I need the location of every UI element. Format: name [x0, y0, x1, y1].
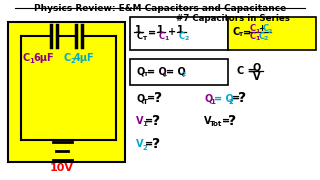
- FancyBboxPatch shape: [228, 17, 316, 50]
- Text: ?: ?: [238, 91, 246, 105]
- Text: 6μF: 6μF: [33, 53, 54, 63]
- Text: =: =: [232, 93, 243, 103]
- FancyBboxPatch shape: [8, 22, 125, 162]
- Text: +: +: [168, 27, 176, 37]
- Text: C: C: [263, 24, 269, 33]
- Text: T: T: [143, 72, 147, 77]
- Text: C: C: [233, 27, 240, 37]
- Text: =: =: [148, 27, 156, 37]
- Text: C: C: [64, 53, 71, 63]
- Text: 1: 1: [134, 25, 141, 35]
- Text: ?: ?: [154, 91, 162, 105]
- Text: Tot: Tot: [210, 121, 222, 127]
- Text: T: T: [142, 36, 146, 41]
- Text: 1: 1: [142, 121, 147, 127]
- Text: =: =: [145, 139, 157, 149]
- Text: 2: 2: [70, 58, 75, 64]
- Text: =: =: [243, 27, 251, 37]
- Text: C: C: [158, 31, 164, 40]
- Text: ?: ?: [152, 114, 160, 128]
- Text: V: V: [252, 71, 260, 82]
- Text: 1: 1: [255, 29, 260, 34]
- Text: V: V: [136, 116, 144, 126]
- Text: =: =: [145, 116, 157, 126]
- Text: Q: Q: [204, 93, 212, 103]
- FancyBboxPatch shape: [130, 17, 228, 50]
- Text: = Q: = Q: [166, 66, 185, 76]
- Text: 1: 1: [163, 72, 167, 77]
- Text: C: C: [250, 24, 256, 33]
- Text: =: =: [147, 93, 158, 103]
- FancyBboxPatch shape: [130, 59, 228, 85]
- Text: C: C: [258, 32, 264, 41]
- Text: 2: 2: [181, 72, 186, 77]
- Text: V: V: [204, 116, 212, 126]
- Text: T: T: [143, 99, 148, 105]
- Text: C: C: [23, 53, 30, 63]
- Text: 4μF: 4μF: [74, 53, 95, 63]
- Text: 10V: 10V: [50, 163, 74, 173]
- Text: 2: 2: [268, 29, 272, 34]
- Text: C =: C =: [237, 66, 256, 76]
- Text: Q: Q: [252, 62, 261, 72]
- Text: 1: 1: [156, 25, 164, 35]
- Text: Q: Q: [136, 93, 145, 103]
- Text: 1: 1: [211, 99, 215, 105]
- Text: C: C: [136, 31, 142, 40]
- Text: 1: 1: [164, 36, 168, 41]
- Text: #7 Capacitors in Series: #7 Capacitors in Series: [176, 14, 290, 22]
- Text: T: T: [238, 32, 243, 37]
- Text: 1: 1: [177, 25, 184, 35]
- Text: ?: ?: [228, 114, 236, 128]
- Text: C: C: [250, 32, 256, 41]
- Text: =: =: [221, 116, 233, 126]
- Text: 2: 2: [142, 145, 147, 151]
- Text: Physics Review: E&M Capacitors and Capacitance: Physics Review: E&M Capacitors and Capac…: [34, 4, 286, 13]
- Text: ?: ?: [152, 137, 160, 151]
- Text: C: C: [179, 31, 185, 40]
- Text: 2: 2: [185, 36, 189, 41]
- Text: = Q: = Q: [214, 93, 233, 103]
- Text: = Q: = Q: [147, 66, 167, 76]
- Text: Q: Q: [136, 66, 145, 76]
- Text: 2: 2: [264, 36, 268, 41]
- Text: 1: 1: [255, 36, 260, 41]
- Text: V: V: [136, 139, 144, 149]
- Text: 2: 2: [229, 99, 234, 105]
- Text: 1: 1: [29, 58, 34, 64]
- Text: +: +: [258, 24, 265, 33]
